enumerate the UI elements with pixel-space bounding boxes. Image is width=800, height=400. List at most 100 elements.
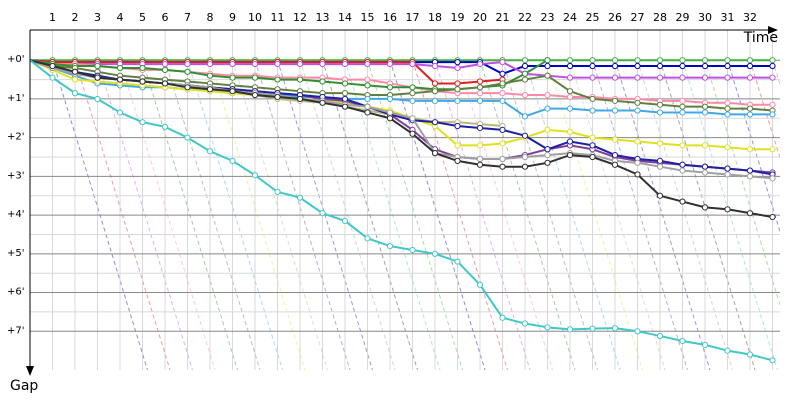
y-tick-label: +3' xyxy=(7,170,25,181)
point xyxy=(769,74,776,81)
x-tick-label: 11 xyxy=(271,11,285,24)
point xyxy=(611,325,619,332)
point xyxy=(701,103,709,110)
point xyxy=(521,70,529,77)
point xyxy=(499,163,506,170)
point xyxy=(521,57,529,64)
point xyxy=(229,60,236,68)
y-tick-label: +4' xyxy=(7,209,25,220)
point xyxy=(341,60,349,68)
point xyxy=(746,146,754,153)
series-line xyxy=(29,59,773,79)
point xyxy=(724,206,731,213)
point xyxy=(409,60,416,68)
point xyxy=(656,192,664,199)
point xyxy=(431,80,439,87)
point xyxy=(544,57,551,64)
point xyxy=(274,60,281,68)
point xyxy=(656,57,664,64)
point xyxy=(341,80,349,87)
point xyxy=(499,314,506,321)
point xyxy=(341,217,349,225)
series-line xyxy=(29,59,773,219)
point xyxy=(701,74,709,81)
point xyxy=(566,93,574,101)
x-tick-label: 13 xyxy=(316,11,330,24)
point xyxy=(409,246,416,254)
point xyxy=(431,119,439,126)
point xyxy=(724,144,731,151)
point xyxy=(769,213,776,221)
point xyxy=(724,165,731,172)
point xyxy=(656,101,664,108)
point xyxy=(634,328,641,335)
point xyxy=(701,142,709,149)
point xyxy=(544,72,551,79)
point xyxy=(521,91,529,99)
point xyxy=(454,142,461,149)
point xyxy=(319,78,326,85)
x-tick-label: 2 xyxy=(72,11,79,24)
x-tick-label: 7 xyxy=(184,11,191,24)
series xyxy=(29,57,776,364)
point xyxy=(499,140,506,147)
x-tick-label: 19 xyxy=(451,11,465,24)
point xyxy=(656,163,664,170)
point xyxy=(521,153,529,161)
point xyxy=(499,90,506,97)
point xyxy=(566,88,574,95)
point xyxy=(679,103,686,110)
point xyxy=(611,57,619,64)
point xyxy=(589,153,596,161)
y-tick-label: +5' xyxy=(7,248,25,259)
x-arrow xyxy=(768,26,778,34)
point xyxy=(589,95,596,103)
point xyxy=(364,82,371,89)
point xyxy=(611,151,619,159)
point xyxy=(656,332,664,340)
point xyxy=(94,95,101,103)
point xyxy=(409,130,416,137)
point xyxy=(701,204,709,211)
point xyxy=(499,80,506,87)
point xyxy=(476,97,484,104)
point xyxy=(746,111,754,118)
point xyxy=(769,357,776,364)
point xyxy=(184,68,191,75)
point xyxy=(431,88,439,95)
point xyxy=(521,132,529,139)
y-tick-label: +7' xyxy=(7,325,25,336)
point xyxy=(656,109,664,116)
point xyxy=(319,60,326,68)
point xyxy=(769,146,776,153)
point xyxy=(544,105,551,112)
point xyxy=(251,60,259,68)
point xyxy=(611,161,619,168)
point xyxy=(476,124,484,132)
x-tick-label: 6 xyxy=(162,11,169,24)
x-tick-label: 24 xyxy=(563,11,577,24)
point xyxy=(409,90,416,97)
point xyxy=(679,167,686,174)
point xyxy=(364,109,371,116)
point xyxy=(701,57,709,64)
point xyxy=(769,101,776,108)
point xyxy=(49,62,56,70)
x-tick-label: 8 xyxy=(207,11,214,24)
point xyxy=(589,62,596,70)
y-tick-label: +1' xyxy=(7,93,25,104)
point xyxy=(71,68,79,75)
x-tick-label: 30 xyxy=(698,11,712,24)
point xyxy=(454,64,461,72)
point xyxy=(94,74,101,81)
y-tick-label: +0' xyxy=(7,54,25,65)
x-tick-label: 22 xyxy=(518,11,532,24)
point xyxy=(701,341,709,348)
point xyxy=(566,151,574,159)
point xyxy=(499,126,506,134)
point xyxy=(769,57,776,64)
point xyxy=(139,78,146,85)
point xyxy=(746,57,754,64)
point xyxy=(724,171,731,178)
